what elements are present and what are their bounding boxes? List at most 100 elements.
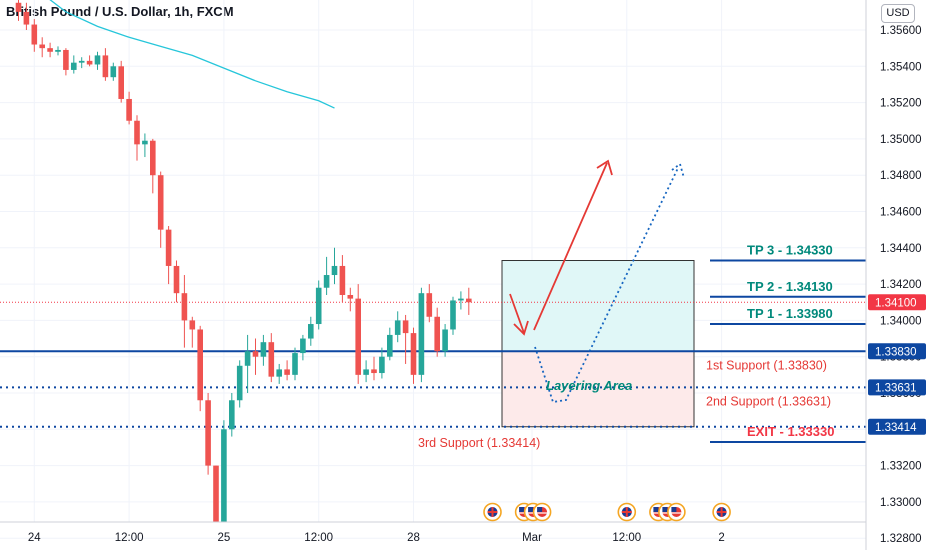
candle-body [63,49,69,70]
candle-body [268,342,275,377]
candle-body [331,265,338,276]
support-2-text: 2nd Support (1.33631) [706,394,831,408]
y-tick-label: 1.34600 [880,207,922,219]
x-tick-label: 2 [718,532,724,544]
up-arrow-head [596,159,613,176]
candle-body [47,48,53,52]
y-tick-label: 1.34400 [880,243,922,255]
candle-body [55,49,61,52]
usd-flag-canton [519,507,525,512]
candle-body [442,329,448,352]
support-3-text: 3rd Support (1.33414) [418,436,540,450]
candle-body [110,66,117,78]
support-tag-2: 1.33631 [875,382,917,394]
candle-body [363,369,369,375]
candle-body [118,66,124,99]
y-tick-label: 1.33200 [880,461,922,473]
candle-body [102,55,109,78]
moving-average-line [49,0,335,109]
candle-body [189,320,196,330]
candle-body [126,98,132,121]
candle-body [252,351,259,357]
candle-body [71,62,77,70]
profit-zone [501,260,695,352]
candle-body [157,175,164,230]
y-tick-label: 1.34200 [880,279,922,291]
candle-body [181,293,188,321]
y-tick-label: 1.34000 [880,315,922,327]
candle-body [434,316,440,352]
candle-body [426,293,433,317]
x-tick-label: Mar [522,532,542,544]
down-arrow-head [513,320,529,336]
layering-area-label: Layering Area [546,378,632,393]
candle-body [371,369,377,374]
candle-body [379,356,385,374]
target-text-2: TP 2 - 1.34130 [747,279,833,294]
candle-body [387,334,393,357]
candle-body [23,11,30,25]
candle-body [458,298,464,301]
candle-body [86,60,93,65]
candle-body [284,369,290,375]
target-text-3: TP 1 - 1.33980 [747,306,833,321]
candle-body [466,298,472,303]
support-tag-2-bg [868,379,926,396]
candle-body [347,294,354,299]
candle-body [221,429,227,522]
x-tick-label: 25 [218,532,231,544]
target-text-4: EXIT - 1.33330 [747,424,834,439]
candle-body [197,329,203,401]
candle-body [402,320,409,334]
down-arrow [509,293,525,334]
x-tick-label: 28 [407,532,420,544]
candle-body [292,353,298,375]
candle-body [418,293,425,375]
x-tick-label: 12:00 [115,532,144,544]
candle-body [205,400,211,466]
candle-body [134,120,140,145]
candle-body [323,275,330,288]
candle-body [94,55,101,65]
candle-body [315,287,322,325]
candle-body [355,298,361,375]
candle-body [229,400,235,430]
support-1-text: 1st Support (1.33830) [706,358,827,372]
candle-body [213,465,219,522]
candle-body [260,342,267,357]
candle-body [236,365,243,401]
y-tick-label: 1.35000 [880,134,922,146]
support-tag-3: 1.33414 [875,422,917,434]
candle-body [244,351,251,366]
candle-body [39,44,45,49]
candle-body [173,265,180,294]
candle-body [339,265,346,295]
candle-body [308,324,314,339]
currency-badge[interactable]: USD [881,4,915,23]
usd-flag-canton [537,507,543,512]
current-price-tag: 1.34100 [875,297,917,309]
usd-flag-canton [662,507,668,512]
candle-body [276,369,282,377]
y-tick-label: 1.35200 [880,98,922,110]
y-tick-label: 1.33000 [880,497,922,509]
x-tick-label: 12:00 [612,532,641,544]
target-text-1: TP 3 - 1.34330 [747,243,833,258]
candle-body [410,333,417,375]
up-arrow [533,162,608,331]
candle-body [31,24,38,45]
chart-title: British Pound / U.S. Dollar, 1h, FXCM [6,4,234,19]
usd-flag-canton [653,507,659,512]
candle-body [450,300,456,330]
y-tick-label: 1.35400 [880,61,922,73]
loss-zone [501,350,695,428]
support-tag-1: 1.33830 [875,346,917,358]
candle-body [150,140,156,176]
y-tick-label: 1.32800 [880,533,922,545]
current-price-tag-bg [868,294,926,311]
candle-body [142,140,148,145]
x-tick-label: 12:00 [304,532,333,544]
y-tick-label: 1.34800 [880,170,922,182]
usd-flag-canton [528,507,534,512]
